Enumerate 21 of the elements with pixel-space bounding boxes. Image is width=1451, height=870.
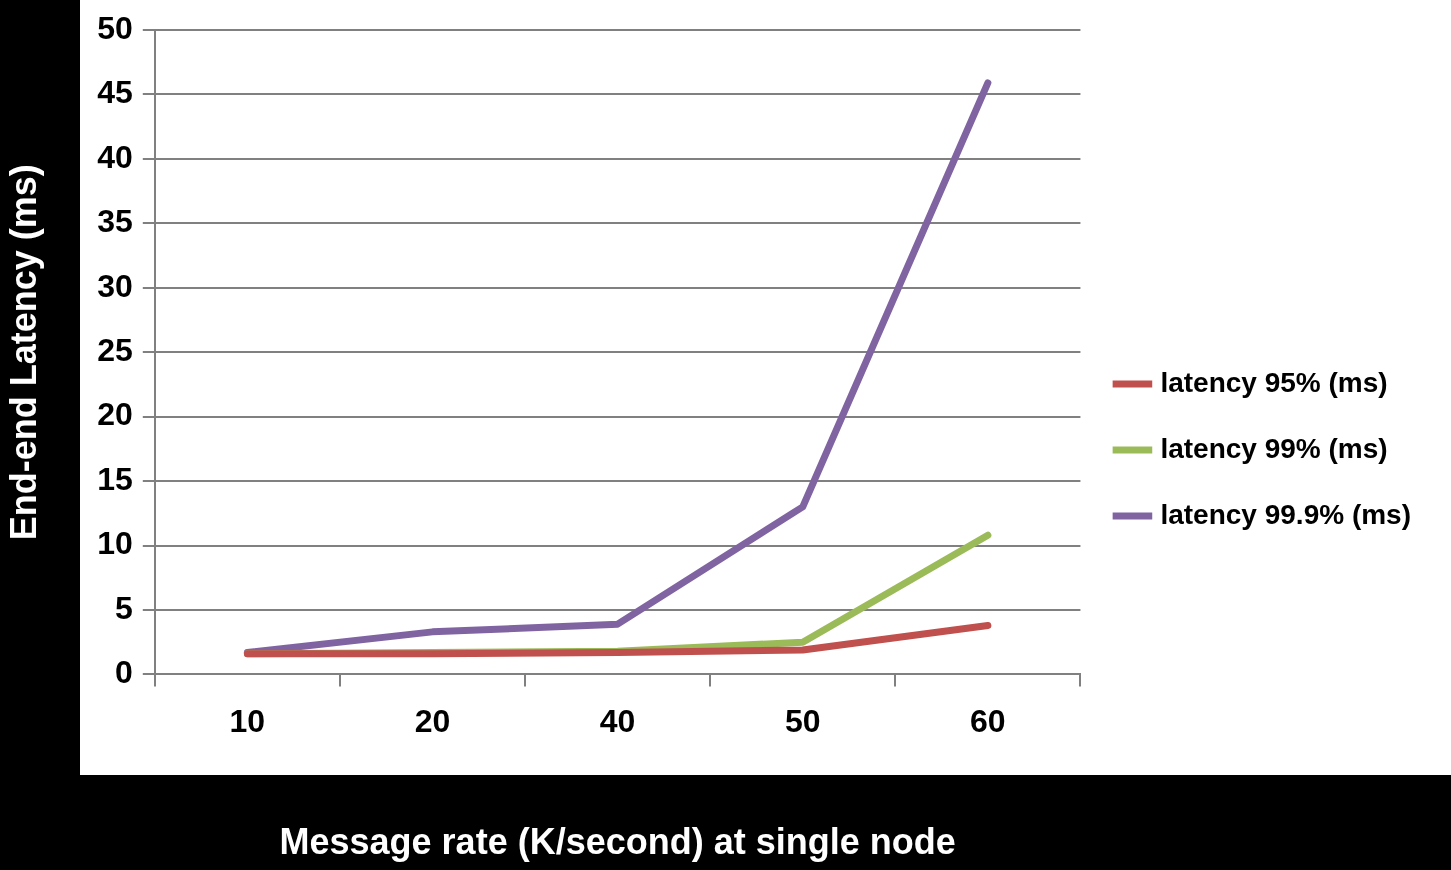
- y-tick-label: 25: [97, 332, 133, 369]
- x-tick-label: 10: [229, 703, 266, 740]
- x-tick-label: 60: [970, 703, 1006, 740]
- y-tick-label: 0: [115, 654, 133, 691]
- y-tick-label: 10: [97, 525, 133, 562]
- y-tick-label: 30: [97, 267, 133, 304]
- x-axis-title: Message rate (K/second) at single node: [279, 821, 956, 863]
- y-tick-label: 50: [97, 9, 133, 46]
- x-tick-label: 40: [599, 703, 636, 740]
- y-tick-label: 20: [97, 396, 133, 433]
- y-tick-label: 5: [115, 589, 133, 626]
- x-tick-label: 20: [414, 703, 451, 740]
- y-tick-label: 40: [97, 138, 133, 175]
- x-tick-label: 50: [784, 703, 821, 740]
- legend-label: latency 99% (ms): [1160, 432, 1388, 464]
- legend-label: latency 95% (ms): [1160, 366, 1388, 398]
- y-axis-title: End-end Latency (ms): [2, 164, 44, 541]
- y-tick-label: 35: [97, 203, 133, 240]
- legend-label: latency 99.9% (ms): [1160, 498, 1412, 530]
- y-tick-label: 45: [97, 74, 133, 111]
- y-tick-label: 15: [97, 460, 133, 497]
